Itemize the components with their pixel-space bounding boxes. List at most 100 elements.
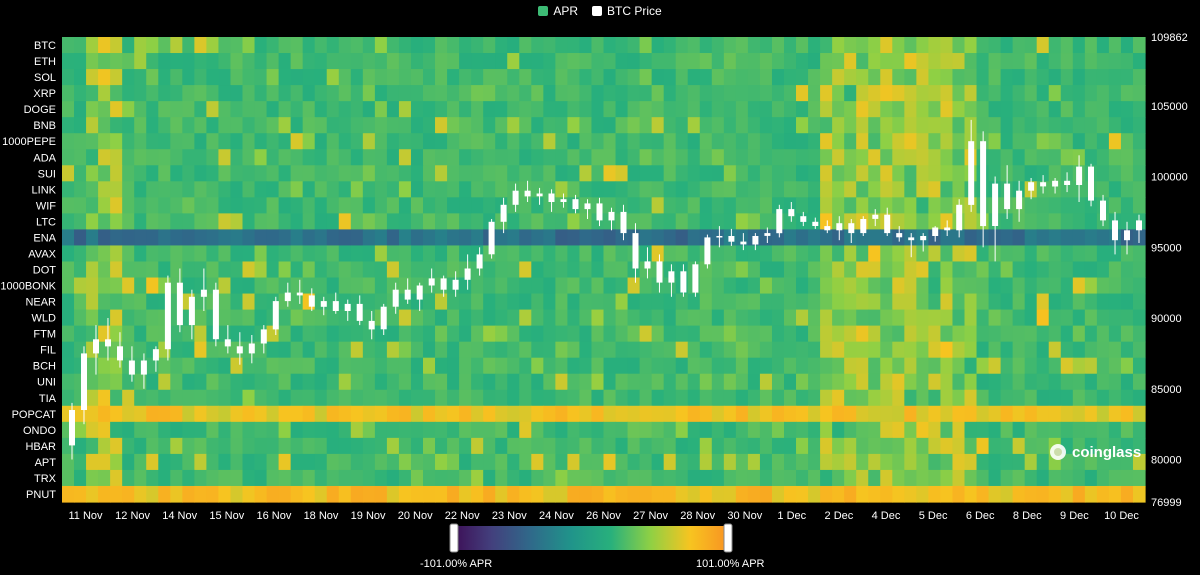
row-label: XRP [33, 88, 56, 100]
heatmap-cell [386, 373, 400, 391]
heatmap-cell [952, 341, 966, 359]
heatmap-cell [278, 53, 292, 70]
heatmap-cell [651, 389, 665, 407]
candle-body [260, 329, 267, 344]
heatmap-cell [1024, 277, 1038, 295]
heatmap-cell [435, 421, 448, 439]
heatmap-cell [928, 421, 942, 439]
heatmap-cell [507, 309, 520, 327]
heatmap-cell [302, 101, 316, 118]
heatmap-cell [639, 325, 653, 343]
legend-item-btc-price[interactable]: BTC Price [592, 4, 662, 18]
heatmap-cell [338, 421, 352, 439]
heatmap-cell [832, 485, 845, 503]
heatmap-cell [844, 277, 857, 295]
heatmap-cell [74, 309, 87, 327]
btc-candle [1004, 165, 1011, 219]
heatmap-cell [796, 325, 809, 343]
heatmap-cell [410, 85, 424, 102]
heatmap-cell [182, 261, 195, 279]
heatmap-cell [1036, 165, 1050, 182]
btc-candle [980, 131, 987, 248]
heatmap-cell [771, 325, 785, 343]
heatmap-cell [615, 325, 629, 343]
heatmap-cell [964, 37, 978, 54]
heatmap-cell [1048, 421, 1062, 439]
heatmap-cell [158, 117, 171, 134]
heatmap-cell [639, 133, 653, 150]
heatmap-cell [386, 101, 400, 118]
heatmap-cell [134, 165, 147, 182]
heatmap-cell [206, 485, 220, 503]
heatmap-cell [326, 53, 340, 70]
heatmap-cell [146, 437, 159, 455]
heatmap-cell [266, 165, 280, 182]
heatmap-cell [1060, 101, 1074, 118]
heatmap-cell [796, 181, 809, 198]
heatmap-cell [98, 293, 111, 311]
heatmap-cell [374, 85, 388, 102]
heatmap-cell [302, 357, 316, 375]
heatmap-cell [579, 437, 593, 455]
heatmap-cell [844, 357, 857, 375]
heatmap-cell [880, 133, 893, 150]
scale-handle-min[interactable] [449, 523, 459, 553]
heatmap-cell [1000, 437, 1014, 455]
date-tick-label: 2 Dec [825, 510, 854, 522]
heatmap-cell [928, 101, 942, 118]
heatmap-cell [362, 437, 376, 455]
heatmap-cell [483, 53, 496, 70]
heatmap-cell [495, 101, 508, 118]
heatmap-cell [242, 437, 256, 455]
heatmap-cell [1012, 229, 1026, 247]
heatmap-cell [410, 405, 424, 423]
heatmap-cell [86, 149, 99, 166]
heatmap-cell [567, 149, 581, 166]
btc-candle [848, 219, 855, 243]
heatmap-cell [928, 389, 942, 407]
heatmap-cell [423, 405, 436, 423]
heatmap-cell [603, 181, 617, 198]
heatmap-cell [952, 357, 966, 375]
heatmap-cell [603, 149, 617, 166]
heatmap-cell [699, 341, 713, 359]
heatmap-cell [759, 325, 773, 343]
heatmap-cell [122, 37, 135, 54]
heatmap-cell [242, 101, 256, 118]
heatmap-cell [134, 405, 147, 423]
legend-item-apr[interactable]: APR [538, 4, 578, 18]
heatmap-cell [507, 245, 520, 263]
heatmap-cell [1096, 405, 1110, 423]
heatmap-cell [182, 277, 195, 295]
row-label: FTM [33, 329, 56, 341]
candle-body [812, 221, 819, 226]
legend-swatch-btc-price [592, 6, 602, 16]
heatmap-cell [844, 101, 857, 118]
scale-handle-max[interactable] [723, 523, 733, 553]
heatmap-cell [495, 325, 508, 343]
heatmap-cell [423, 293, 436, 311]
price-tick-label: 95000 [1151, 242, 1182, 254]
heatmap-cell [639, 85, 653, 102]
heatmap-cell [1084, 437, 1098, 455]
heatmap-cell [206, 181, 220, 198]
btc-candle [128, 346, 135, 382]
btc-candle [992, 176, 999, 262]
heatmap-cell [832, 37, 845, 54]
heatmap-cell [507, 421, 520, 439]
heatmap-cell [627, 101, 641, 118]
heatmap-cell [302, 469, 316, 487]
candle-body [476, 254, 483, 269]
candle-body [152, 349, 159, 361]
heatmap-cell [916, 469, 929, 487]
heatmap-cell [723, 485, 737, 503]
heatmap-cell [398, 117, 412, 134]
heatmap-cell [1084, 293, 1098, 311]
candle-body [1028, 182, 1035, 191]
heatmap-cell [110, 149, 123, 166]
heatmap-cell [904, 469, 917, 487]
heatmap-cell [1072, 405, 1086, 423]
heatmap-cell [615, 421, 629, 439]
candle-body [776, 209, 783, 234]
heatmap-cell [398, 405, 412, 423]
